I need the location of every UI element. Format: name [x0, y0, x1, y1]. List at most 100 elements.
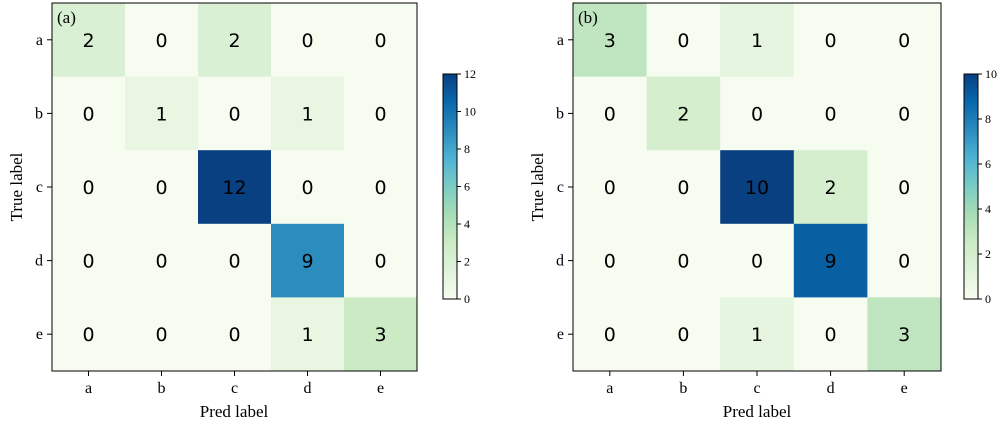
panel-b-label: (b) — [578, 8, 598, 27]
panel-b-cell-value-a-c: 1 — [751, 30, 763, 52]
panel-a-cell-e-a — [52, 297, 126, 372]
panel-b-x-ticks: a b c d e — [606, 371, 908, 397]
panel-b-cell-a-b — [646, 3, 721, 77]
panel-a-cell-b-e — [344, 76, 418, 151]
panel-a-cell-value-a-b: 0 — [155, 30, 167, 52]
panel-a-cell-b-d — [271, 76, 345, 151]
panel-b-cell-value-b-d: 0 — [825, 103, 837, 125]
panel-a-cell-a-c — [198, 3, 272, 77]
panel-b-cell-value-c-a: 0 — [604, 177, 616, 199]
panel-b-cell-b-d — [793, 76, 868, 151]
panel-a-cell-value-b-c: 0 — [228, 103, 240, 125]
panel-a-cell-a-e — [344, 3, 418, 77]
panel-a-colorbar-tick-label: 10 — [464, 105, 476, 119]
panel-b-colorbar-tick-label: 2 — [985, 247, 991, 261]
panel-a-x-tick-label: e — [377, 380, 384, 397]
panel-a-cell-value-c-a: 0 — [82, 177, 94, 199]
panel-a-cell-value-b-a: 0 — [82, 103, 94, 125]
panel-a-x-tick-label: d — [304, 380, 312, 397]
panel-a-cell-value-e-d: 1 — [301, 324, 313, 346]
panel-a-colorbar-tick-label: 4 — [464, 217, 470, 231]
panel-b-cell-value-b-b: 2 — [677, 103, 689, 125]
panel-a-cell-value-c-b: 0 — [155, 177, 167, 199]
panel-b-colorbar-tick-label: 4 — [985, 202, 991, 216]
panel-b-cell-c-e — [867, 150, 942, 225]
panel-a-cell-d-d — [271, 223, 345, 298]
panel-a-y-axis-label: True label — [7, 152, 26, 221]
panel-a-cell-value-e-a: 0 — [82, 324, 94, 346]
panel-a-x-ticks: a b c d e — [85, 371, 384, 397]
panel-a-cell-b-a — [52, 76, 126, 151]
panel-b-colorbar-bar — [963, 73, 979, 300]
panel-a-cell-d-b — [125, 223, 199, 298]
panel-a-cell-value-b-b: 1 — [155, 103, 167, 125]
panel-b-y-tick-label: a — [557, 32, 564, 49]
panel-b-y-ticks: a b c d e — [556, 32, 573, 343]
panel-a-cells: 2 0 2 0 0 0 1 0 1 0 0 0 12 0 0 0 0 0 9 0 0 0 0 1 3 — [52, 3, 418, 372]
panel-a-cell-value-c-d: 0 — [301, 177, 313, 199]
panel-a-cell-c-e — [344, 150, 418, 225]
panel-a-cell-b-c — [198, 76, 272, 151]
panel-a-y-ticks: a b c d e — [35, 32, 52, 343]
panel-a-cell-d-a — [52, 223, 126, 298]
panel-a-colorbar-tick-label: 0 — [464, 292, 470, 306]
panel-b-cell-value-d-c: 0 — [751, 251, 763, 273]
panel-a-colorbar-tick-label: 8 — [464, 142, 470, 156]
panel-a-cell-e-b — [125, 297, 199, 372]
panel-a-cell-value-a-e: 0 — [374, 30, 386, 52]
panel-a-cell-c-a — [52, 150, 126, 225]
panel-b-cell-b-a — [573, 76, 647, 151]
panel-b-cell-value-c-d: 2 — [825, 177, 837, 199]
panel-b-cell-value-e-b: 0 — [677, 324, 689, 346]
panel-b-cell-e-d — [793, 297, 868, 372]
panel-b-cell-value-c-c: 10 — [745, 177, 769, 199]
panel-b-cell-c-d — [793, 150, 868, 225]
panel-b-cell-e-a — [573, 297, 647, 372]
panel-b-colorbar: 0 2 4 6 8 10 — [963, 67, 997, 306]
panel-a-cell-d-c — [198, 223, 272, 298]
panel-b-cell-value-d-e: 0 — [898, 251, 910, 273]
panel-a-cell-value-c-c: 12 — [222, 177, 246, 199]
panel-b-cell-d-a — [573, 223, 647, 298]
panel-a-cell-value-d-a: 0 — [82, 251, 94, 273]
panel-b-x-tick-label: e — [901, 380, 908, 397]
panel-a-cell-c-d — [271, 150, 345, 225]
panel-a-cell-value-a-c: 2 — [228, 30, 240, 52]
panel-a-cell-e-c — [198, 297, 272, 372]
panel-b-cell-value-d-d: 9 — [825, 251, 837, 273]
panel-b-colorbar-tick-label: 8 — [985, 112, 991, 126]
panel-a-y-tick-label: b — [35, 105, 43, 122]
panel-a-colorbar-bar — [442, 73, 458, 300]
panel-b-cell-d-c — [720, 223, 795, 298]
panel-a-cell-value-d-d: 9 — [301, 251, 313, 273]
panel-a-cell-value-d-c: 0 — [228, 251, 240, 273]
panel-b-cell-c-a — [573, 150, 647, 225]
panel-b-cell-b-e — [867, 76, 942, 151]
panel-a-cell-value-e-c: 0 — [228, 324, 240, 346]
panel-a-cell-e-e — [344, 297, 418, 372]
panel-a-cell-value-d-b: 0 — [155, 251, 167, 273]
panel-b-cell-value-d-b: 0 — [677, 251, 689, 273]
panel-b-cell-e-e — [867, 297, 942, 372]
panel-a-cell-c-b — [125, 150, 199, 225]
panel-b-colorbar-tick-label: 10 — [985, 67, 997, 81]
panel-b-x-tick-label: c — [753, 380, 760, 397]
panel-b-cell-value-d-a: 0 — [604, 251, 616, 273]
panel-a-y-tick-label: e — [36, 326, 43, 343]
panel-b-x-tick-label: d — [827, 380, 835, 397]
panel-a-cell-a-b — [125, 3, 199, 77]
panel-a-cell-value-b-d: 1 — [301, 103, 313, 125]
panel-b-cell-a-e — [867, 3, 942, 77]
panel-b-cell-value-a-a: 3 — [604, 30, 616, 52]
panel-b-cell-a-c — [720, 3, 795, 77]
panel-b-cell-c-b — [646, 150, 721, 225]
panel-a-x-tick-label: b — [158, 380, 166, 397]
panel-b-y-axis-label: True label — [528, 152, 547, 221]
panel-b-y-tick-label: b — [556, 105, 564, 122]
panel-b-cell-value-e-a: 0 — [604, 324, 616, 346]
panel-a-cell-c-c — [198, 150, 272, 225]
panel-a-cell-value-d-e: 0 — [374, 251, 386, 273]
